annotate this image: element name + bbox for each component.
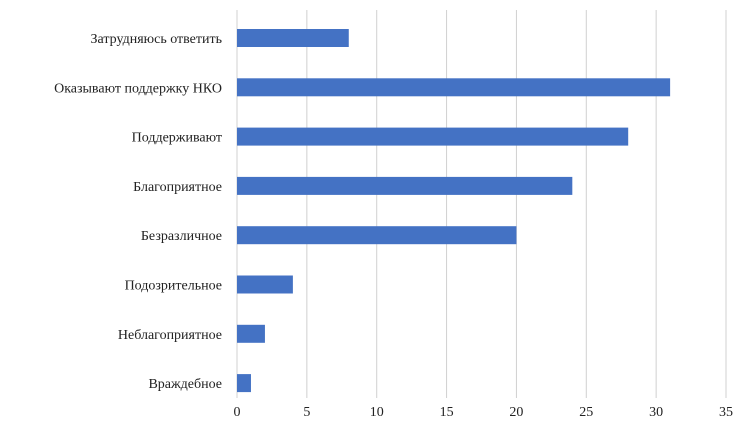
- bar: [237, 275, 293, 294]
- x-tick-label: 20: [509, 405, 523, 420]
- bar: [237, 176, 573, 195]
- x-tick-label: 5: [303, 405, 310, 420]
- x-tick-label: 10: [370, 405, 384, 420]
- category-label: Подозрительное: [125, 279, 222, 294]
- bar: [237, 29, 349, 47]
- bar: [237, 324, 265, 343]
- x-tick-label: 0: [234, 405, 241, 420]
- category-label: Неблагоприятное: [118, 328, 222, 343]
- bar: [237, 78, 671, 97]
- bar: [237, 127, 629, 146]
- x-tick-label: 30: [649, 405, 663, 420]
- gridlines: [236, 10, 727, 398]
- bar: [237, 226, 517, 245]
- category-labels: Затрудняюсь ответить Оказывают поддержку …: [54, 32, 222, 392]
- category-label: Затрудняюсь ответить: [91, 32, 223, 47]
- bar: [237, 374, 251, 393]
- x-tick-label: 25: [579, 405, 593, 420]
- category-label: Безразличное: [141, 229, 222, 244]
- category-label: Поддерживают: [132, 131, 222, 146]
- category-label: Благоприятное: [133, 180, 222, 195]
- x-tick-label: 35: [719, 405, 733, 420]
- x-tick-label: 15: [440, 405, 454, 420]
- x-tick-labels: 0 5 10 15 20 25 30 35: [234, 405, 734, 420]
- category-label: Враждебное: [148, 377, 222, 392]
- bars: [237, 29, 671, 393]
- category-label: Оказывают поддержку НКО: [54, 81, 222, 96]
